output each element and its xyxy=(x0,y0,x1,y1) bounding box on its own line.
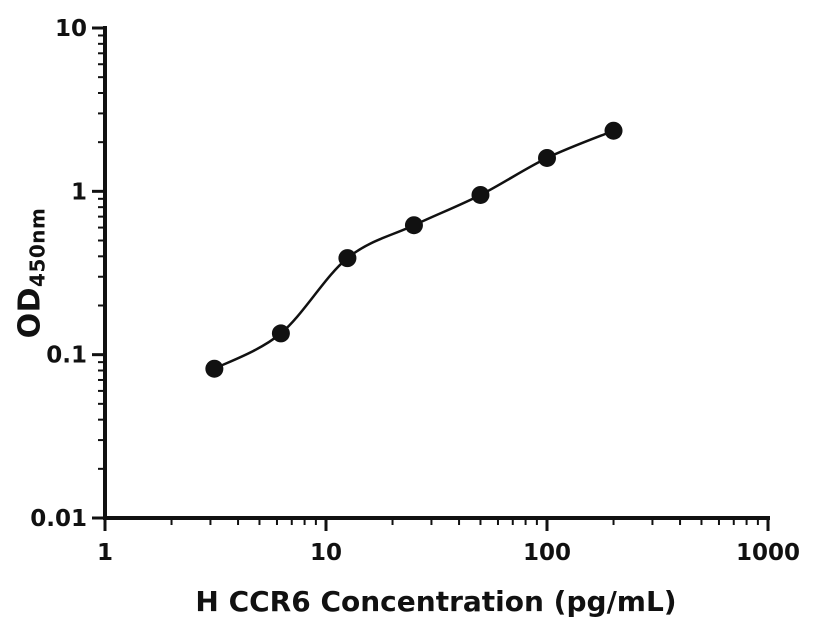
data-point-marker xyxy=(205,359,224,378)
x-axis-label: H CCR6 Concentration (pg/mL) xyxy=(195,585,677,618)
x-tick-label: 1 xyxy=(97,540,113,566)
x-tick-label: 100 xyxy=(523,540,571,566)
x-tick-label: 10 xyxy=(310,540,342,566)
data-point-marker xyxy=(338,249,357,268)
data-point-marker xyxy=(538,148,556,167)
data-point-marker xyxy=(604,121,623,140)
y-tick-label: 0.01 xyxy=(30,506,87,532)
y-tick-label: 10 xyxy=(55,16,87,42)
y-tick-label: 1 xyxy=(71,179,87,205)
data-point-marker xyxy=(271,324,290,343)
axes-spines xyxy=(103,26,770,520)
data-point-marker xyxy=(471,185,490,204)
y-axis-label: OD450nm xyxy=(12,207,50,339)
x-tick-label: 1000 xyxy=(736,540,800,566)
y-tick-label: 0.1 xyxy=(46,343,87,369)
y-axis-label-subscript: 450nm xyxy=(25,207,50,287)
data-point-marker xyxy=(404,216,423,235)
y-axis-label-main: OD xyxy=(12,286,48,339)
